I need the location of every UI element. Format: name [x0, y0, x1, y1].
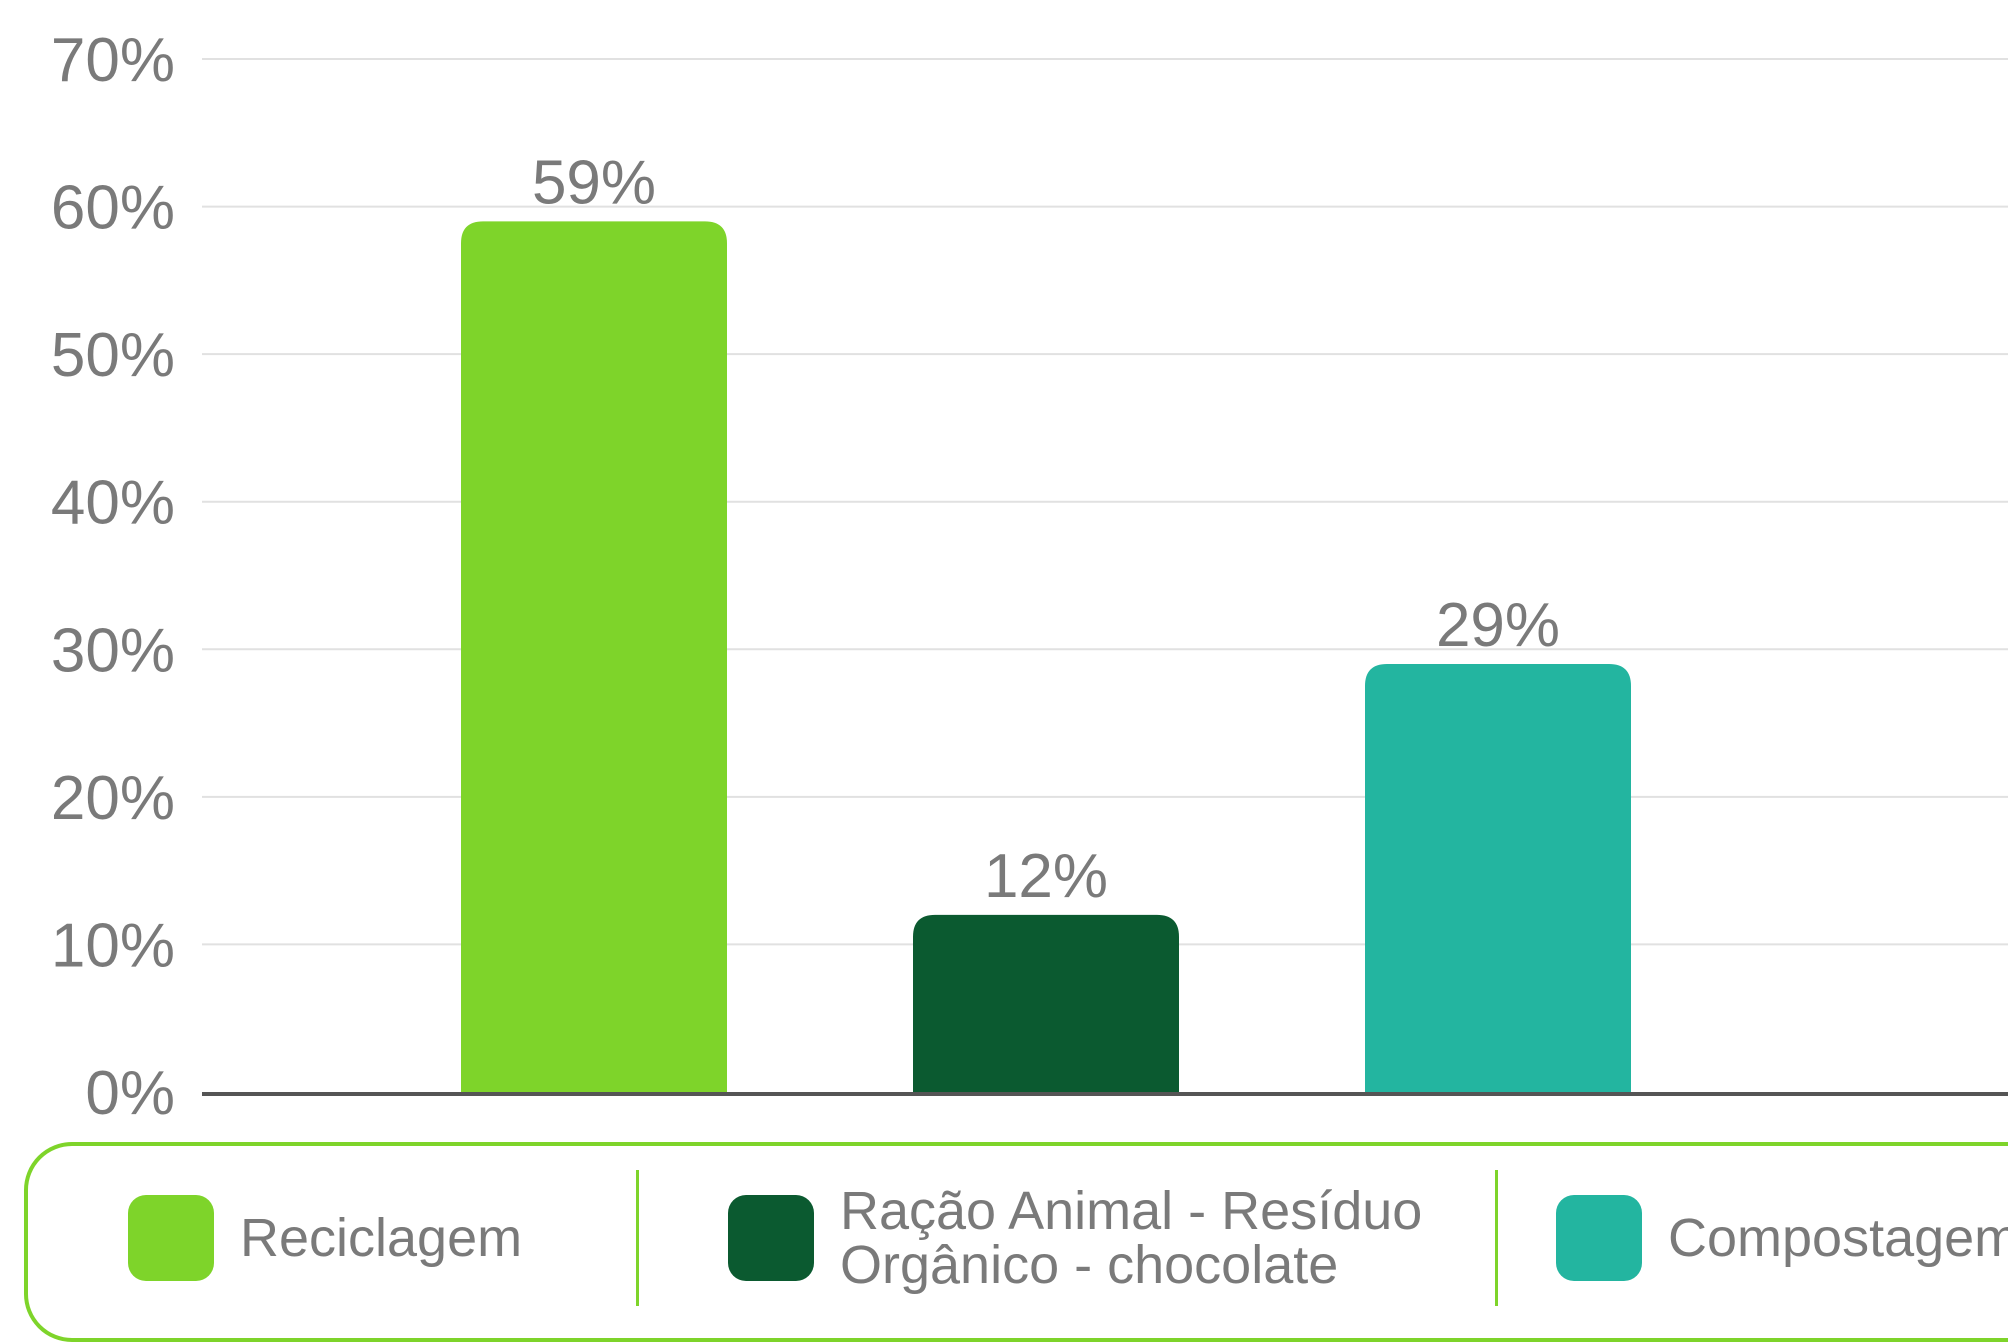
y-tick-label: 20% [51, 764, 175, 833]
bars [461, 221, 1631, 1093]
y-axis-tick-labels: 0% 10% 20% 30% 40% 50% 60% 70% [51, 26, 175, 1128]
bar [1365, 664, 1631, 1092]
legend-label-reciclagem: Reciclagem [240, 1208, 523, 1268]
legend-swatch-reciclagem [128, 1195, 214, 1281]
legend-item-racao-animal: Ração Animal - Resíduo Orgânico - chocol… [728, 1146, 1422, 1330]
legend-divider [636, 1170, 639, 1306]
legend-divider [1495, 1170, 1498, 1306]
bar-value-label: 59% [532, 148, 656, 217]
bar-chart: 0% 10% 20% 30% 40% 50% 60% 70% 59% 12% 29% [51, 26, 2008, 1128]
legend-item-compostagem: Compostagem [1556, 1146, 2008, 1330]
legend-item-reciclagem: Reciclagem [128, 1146, 522, 1330]
bar [913, 914, 1179, 1092]
y-tick-label: 50% [51, 321, 175, 390]
bar [461, 221, 727, 1093]
y-tick-label: 30% [51, 616, 175, 685]
legend: Reciclagem Ração Animal - Resíduo Orgâni… [24, 1142, 2008, 1342]
y-tick-label: 40% [51, 469, 175, 538]
bar-value-label: 29% [1436, 591, 1560, 660]
y-tick-label: 60% [51, 174, 175, 243]
legend-swatch-racao-animal [728, 1195, 814, 1281]
y-tick-label: 70% [51, 26, 175, 95]
data-labels: 59% 12% 29% [532, 148, 1560, 911]
legend-swatch-compostagem [1556, 1195, 1642, 1281]
y-tick-label: 10% [51, 911, 175, 980]
y-tick-label: 0% [85, 1059, 175, 1128]
legend-label-compostagem: Compostagem [1668, 1208, 2008, 1268]
legend-label-racao-animal: Ração Animal - Resíduo Orgânico - chocol… [840, 1181, 1423, 1295]
bar-value-label: 12% [984, 842, 1108, 911]
